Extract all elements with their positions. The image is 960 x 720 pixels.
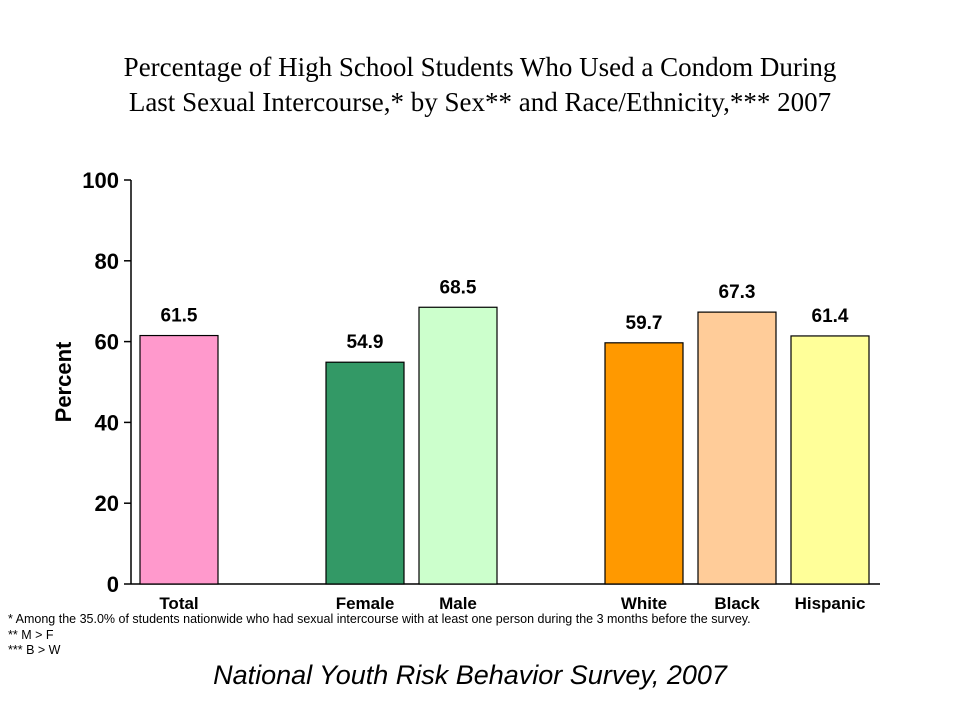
bar-hispanic	[790, 335, 870, 585]
data-label: 67.3	[719, 282, 756, 303]
data-label: 54.9	[347, 332, 384, 353]
chart-title-line-2: Last Sexual Intercourse,* by Sex** and R…	[128, 87, 832, 117]
footnote-1: * Among the 35.0% of students nationwide…	[8, 612, 751, 626]
bar-total	[139, 334, 219, 585]
y-tick-label: 0	[107, 572, 119, 597]
bar-male	[418, 306, 498, 585]
y-tick-label: 100	[82, 168, 119, 193]
data-label: 68.5	[440, 277, 477, 298]
x-tick-label: Black	[714, 594, 760, 613]
y-tick-label: 20	[95, 491, 119, 516]
y-axis-label: Percent	[51, 341, 76, 422]
chart-title: Percentage of High School Students Who U…	[0, 50, 960, 120]
y-tick-label: 60	[95, 330, 119, 355]
footnotes: * Among the 35.0% of students nationwide…	[8, 612, 908, 659]
chart-title-line-1: Percentage of High School Students Who U…	[123, 52, 837, 82]
bar-black	[697, 311, 777, 585]
x-tick-label: Hispanic	[795, 594, 866, 613]
y-tick-label: 80	[95, 249, 119, 274]
x-tick-label: Male	[439, 594, 477, 613]
data-label: 59.7	[626, 313, 663, 334]
data-label: 61.5	[161, 306, 198, 327]
x-tick-label: White	[621, 594, 667, 613]
source-caption: National Youth Risk Behavior Survey, 200…	[213, 660, 727, 690]
y-tick-label: 40	[95, 410, 119, 435]
x-tick-label: Female	[336, 594, 395, 613]
footnote-2: ** M > F	[8, 627, 54, 642]
bar-female	[325, 361, 405, 585]
data-label: 61.4	[812, 306, 849, 327]
footnote-3: *** B > W	[8, 643, 61, 657]
x-tick-label: Total	[159, 594, 198, 613]
bar-white	[604, 342, 684, 585]
